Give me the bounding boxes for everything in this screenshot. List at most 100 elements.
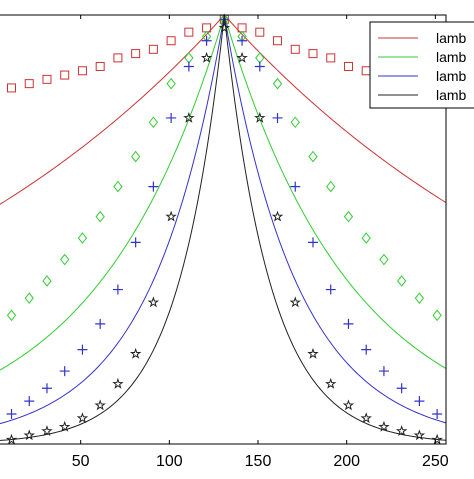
series-1-point bbox=[7, 83, 17, 93]
series-3-point bbox=[361, 344, 372, 355]
legend-item: lamb bbox=[378, 68, 467, 84]
series-4-point bbox=[200, 51, 213, 63]
series-4 bbox=[0, 14, 447, 445]
series-1-point bbox=[148, 44, 158, 54]
series-3-point bbox=[112, 284, 123, 295]
series-4-point bbox=[147, 296, 160, 308]
series-2-line bbox=[0, 13, 447, 371]
series-2-point bbox=[24, 292, 34, 304]
series-3-point bbox=[343, 318, 354, 329]
series-1-point bbox=[184, 27, 194, 37]
series-1-point bbox=[131, 49, 141, 59]
legend-item: lamb bbox=[378, 87, 467, 103]
series-3-point bbox=[130, 237, 141, 248]
series-4-point bbox=[23, 429, 35, 441]
series-4-point bbox=[289, 296, 301, 308]
series-1-point bbox=[60, 70, 70, 80]
series-4-point bbox=[360, 412, 372, 424]
series-2-point bbox=[166, 77, 176, 90]
series-4-point bbox=[129, 347, 142, 359]
series-2-point bbox=[432, 309, 442, 322]
series-1-point bbox=[24, 79, 34, 89]
legend-label: lamb bbox=[436, 49, 467, 65]
series-1-point bbox=[113, 53, 123, 63]
series-3-point bbox=[95, 318, 106, 329]
series-3-point bbox=[272, 112, 283, 123]
series-4-point bbox=[94, 399, 106, 411]
legend-label: lamb bbox=[436, 68, 467, 84]
series-4-point bbox=[395, 425, 408, 437]
series-2-point bbox=[308, 150, 318, 163]
series-2-point bbox=[95, 210, 105, 223]
legend-box bbox=[369, 21, 474, 109]
series-2-point bbox=[77, 232, 88, 244]
series-4-point bbox=[342, 399, 355, 411]
series-3-point bbox=[6, 408, 17, 419]
legend: lamb lamb lamb lamb bbox=[369, 21, 474, 109]
series-3-point bbox=[24, 396, 35, 407]
series-3-point bbox=[41, 383, 52, 394]
series-4-point bbox=[58, 420, 71, 432]
series-4-point bbox=[76, 412, 89, 424]
series-1-point bbox=[166, 36, 176, 46]
series-3-point bbox=[325, 284, 336, 295]
series-2-point bbox=[131, 150, 141, 163]
series-4-point bbox=[218, 21, 231, 33]
series-2 bbox=[0, 13, 447, 371]
series-3-point bbox=[59, 366, 70, 377]
series-3-line bbox=[0, 14, 447, 425]
series-2-point bbox=[343, 210, 354, 223]
series-4-point bbox=[307, 347, 319, 359]
series-3-point bbox=[254, 61, 265, 72]
series-2-point bbox=[361, 232, 371, 244]
series-2-point bbox=[6, 309, 17, 322]
series-3-point bbox=[290, 181, 301, 192]
series-4-point bbox=[41, 425, 53, 437]
series-4-point bbox=[254, 111, 266, 123]
series-1-point bbox=[290, 44, 300, 54]
series-2-point bbox=[148, 116, 159, 129]
series-3-point bbox=[307, 237, 318, 248]
x-tick-label: 150 bbox=[245, 453, 272, 470]
legend-item: lamb bbox=[378, 30, 467, 46]
series-layer bbox=[0, 13, 447, 445]
series-3-point bbox=[396, 383, 407, 394]
series-1-point bbox=[343, 61, 353, 71]
series-3-point bbox=[201, 35, 212, 46]
series-4-point bbox=[431, 433, 443, 445]
series-4-point bbox=[112, 377, 124, 389]
legend-label: lamb bbox=[436, 87, 467, 103]
series-2-point bbox=[272, 77, 283, 90]
series-4-point bbox=[413, 429, 426, 441]
series-1-point bbox=[255, 27, 265, 37]
series-4-line bbox=[0, 14, 447, 441]
series-4-point bbox=[378, 420, 390, 432]
series-3-point bbox=[237, 35, 248, 46]
series-2-point bbox=[397, 275, 407, 287]
series-3-point bbox=[432, 408, 443, 419]
series-2-point bbox=[414, 292, 425, 304]
axes-layer: 50 100 150 200 250 bbox=[0, 14, 449, 470]
series-1-point bbox=[42, 74, 52, 84]
series-2-point bbox=[42, 275, 52, 287]
series-1-point bbox=[77, 66, 87, 76]
x-tick-label: 50 bbox=[72, 453, 90, 470]
series-1-point bbox=[273, 36, 283, 46]
series-4-point bbox=[165, 210, 177, 222]
legend-label: lamb bbox=[436, 30, 467, 46]
series-1 bbox=[0, 14, 447, 205]
series-3-point bbox=[148, 181, 159, 192]
series-2-point bbox=[113, 180, 123, 193]
series-1-point bbox=[326, 53, 336, 63]
x-tick-label: 100 bbox=[156, 453, 183, 470]
series-2-point bbox=[379, 253, 389, 266]
series-3-point bbox=[77, 344, 88, 355]
series-4-point bbox=[271, 210, 284, 222]
plot-frame bbox=[0, 14, 447, 445]
series-3-point bbox=[378, 366, 389, 377]
series-3-point bbox=[414, 396, 425, 407]
series-4-point bbox=[5, 433, 18, 445]
series-3 bbox=[0, 14, 447, 425]
